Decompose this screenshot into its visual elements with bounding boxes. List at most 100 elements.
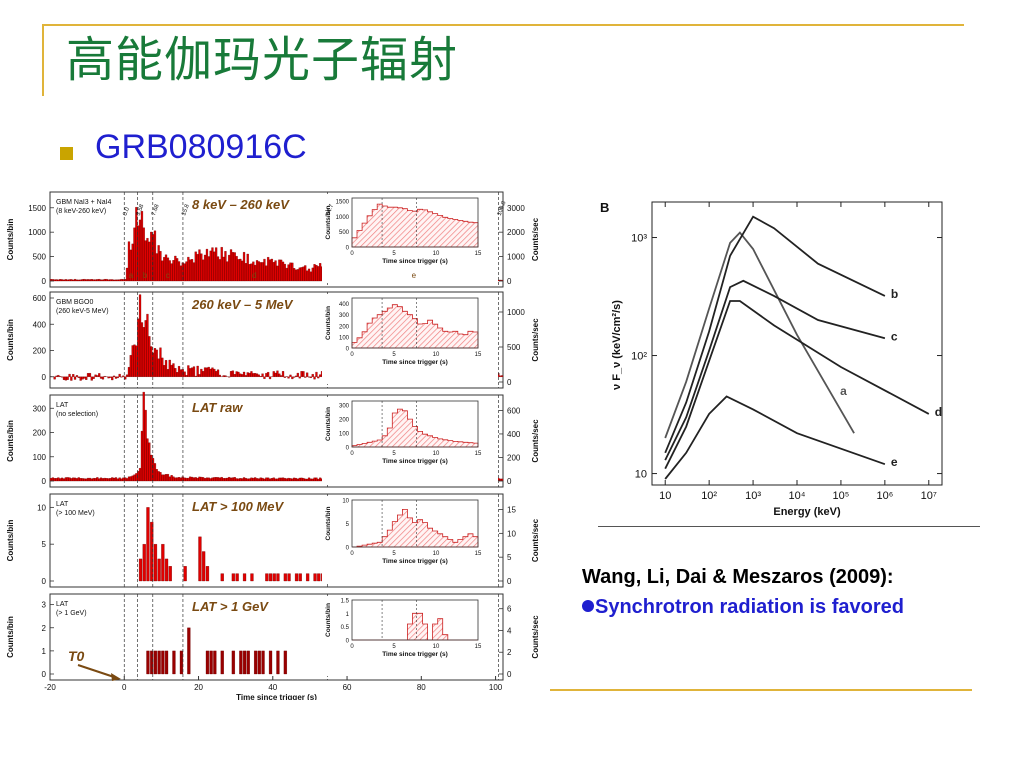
light-curve-panel: 0 1 2 3 Counts/bin 0 2 4 6 Counts/sec LAT (> 1 GeV)… <box>6 593 540 681</box>
spectrum-figure: B 10 10² 10³ 10⁴ 10⁵ 10⁶ 10⁷ 10 10² 10³ Energy (keV… <box>600 200 943 518</box>
interval-boundary-label: 0.0 <box>123 206 132 217</box>
y-tick-label: 1500 <box>28 204 46 213</box>
spectrum-y-tick-label: 10 <box>635 469 647 481</box>
left-rule <box>42 24 44 96</box>
y-tick-label: 0 <box>42 277 47 286</box>
spectrum-x-tick-label: 10⁶ <box>876 490 893 502</box>
inset-y-tick-label: 300 <box>339 404 350 410</box>
inset-y-tick-label: 1 <box>346 612 350 618</box>
interval-letter: a <box>129 271 134 280</box>
y2-tick-label: 0 <box>507 477 512 486</box>
inset-x-tick-label: 10 <box>433 352 440 358</box>
spectrum-y-axis-label: ν F_ν (keV/cm²/s) <box>611 300 623 390</box>
interval-letter: e <box>412 271 417 280</box>
y-tick-label: 200 <box>33 429 47 438</box>
y-axis-label: Counts/bin <box>6 219 15 261</box>
inset-y-tick-label: 0 <box>346 347 350 353</box>
spectrum-y-tick-label: 10² <box>631 351 647 363</box>
inset-y-tick-label: 10 <box>342 499 349 505</box>
y-tick-label: 600 <box>33 294 47 303</box>
inset-y-tick-label: 1000 <box>336 215 350 221</box>
y-tick-label: 2 <box>42 624 47 633</box>
panel-label: B <box>600 200 609 215</box>
inset-x-tick-label: 5 <box>392 644 396 650</box>
spectrum-curve-label: d <box>935 405 942 419</box>
inset-y-tick-label: 200 <box>339 324 350 330</box>
spectrum-curve <box>664 279 886 461</box>
inset-y-tick-label: 200 <box>339 418 350 424</box>
y2-tick-label: 400 <box>507 430 521 439</box>
y2-tick-label: 10 <box>507 529 516 538</box>
inset-histogram <box>351 203 479 248</box>
y2-tick-label: 5 <box>507 553 512 562</box>
inset-y-axis-label: Counts/bin <box>325 507 332 541</box>
y-axis-label: Counts/bin <box>6 616 15 658</box>
detector-label: GBM NaI3 + NaI4 <box>56 199 112 206</box>
spectrum-x-tick-label: 10⁵ <box>833 490 850 502</box>
inset-y-tick-label: 300 <box>339 313 350 319</box>
spectrum-bottom-rule <box>598 526 980 527</box>
y-tick-label: 5 <box>42 540 47 549</box>
panel-frame <box>49 493 504 588</box>
x-tick-label: 60 <box>343 683 352 692</box>
light-curve-panel: 0200400600Counts/bin05001000Counts/secGB… <box>6 291 540 389</box>
inset-frame <box>351 599 479 641</box>
x-tick-label: 100 <box>489 683 503 692</box>
inset-y-axis-label: Counts/bin <box>325 306 332 340</box>
y2-tick-label: 6 <box>507 605 512 614</box>
trigger-arrow-shaft <box>77 664 118 679</box>
detector-label: GBM BGO0 <box>56 299 93 306</box>
conclusion-text: Synchrotron radiation is favored <box>595 596 904 618</box>
inset-x-tick-label: 15 <box>475 451 482 457</box>
spectrum-curve-label: a <box>840 384 847 398</box>
y-axis-label: Counts/bin <box>6 420 15 462</box>
detector-label: (> 100 MeV) <box>56 510 95 517</box>
spectrum-x-tick-label: 10² <box>701 490 717 502</box>
energy-band-label: LAT > 1 GeV <box>192 599 269 614</box>
y2-axis-label: Counts/sec <box>531 615 540 659</box>
y2-axis-label: Counts/sec <box>531 217 540 261</box>
spectrum-x-tick-label: 10⁷ <box>921 490 937 502</box>
y-tick-label: 0 <box>42 373 47 382</box>
spectrum-curve <box>664 215 886 454</box>
detector-label: LAT <box>56 402 69 409</box>
y-tick-label: 0 <box>42 670 47 679</box>
bullet-square-icon <box>60 147 73 160</box>
inset-y-tick-label: 0 <box>346 639 350 645</box>
y2-tick-label: 15 <box>507 506 516 515</box>
inset-y-tick-label: 0 <box>346 446 350 452</box>
inset-y-axis-label: Counts/bin <box>325 603 332 637</box>
y-tick-label: 0 <box>42 577 47 586</box>
y2-tick-label: 0 <box>507 277 512 286</box>
inset-x-tick-label: 5 <box>392 251 396 257</box>
inset-y-tick-label: 0 <box>346 246 350 252</box>
y-tick-label: 1000 <box>28 228 46 237</box>
inset-x-tick-label: 10 <box>433 644 440 650</box>
spectrum-x-tick-label: 10³ <box>745 490 761 502</box>
energy-band-label: 260 keV – 5 MeV <box>191 297 294 312</box>
inset-chart: 0 100 200 300 400 0 5 10 15 Time since trigger (s… <box>322 294 498 384</box>
light-curve-panel: 0100200300Counts/bin0200400600Counts/sec… <box>6 391 540 488</box>
spectrum-curve <box>664 300 930 470</box>
detector-label: (260 keV-5 MeV) <box>56 308 109 315</box>
panel-frame <box>49 394 504 488</box>
interval-letter: d <box>252 271 256 280</box>
spectrum-curve <box>664 395 886 480</box>
inset-y-tick-label: 500 <box>339 230 350 236</box>
y2-tick-label: 0 <box>507 378 512 387</box>
y2-tick-label: 4 <box>507 626 512 635</box>
energy-band-label: LAT > 100 MeV <box>192 499 284 514</box>
inset-chart: 0 5 10 0 5 10 15 Time since trigger (s) Counts/b… <box>322 496 498 583</box>
x-axis-label: Time since trigger (s) <box>236 693 317 700</box>
spectrum-y-tick-label: 10³ <box>631 233 647 245</box>
y2-tick-label: 0 <box>507 577 512 586</box>
spectrum-x-axis-label: Energy (keV) <box>773 506 841 518</box>
inset-frame <box>351 499 479 548</box>
energy-band-label: 8 keV – 260 keV <box>192 197 290 212</box>
panel-frame <box>49 191 504 288</box>
detector-label: (8 keV-260 keV) <box>56 208 106 215</box>
inset-x-tick-label: 0 <box>350 352 354 358</box>
y2-tick-label: 3000 <box>507 204 525 213</box>
y2-tick-label: 2000 <box>507 228 525 237</box>
y-tick-label: 1 <box>42 647 47 656</box>
